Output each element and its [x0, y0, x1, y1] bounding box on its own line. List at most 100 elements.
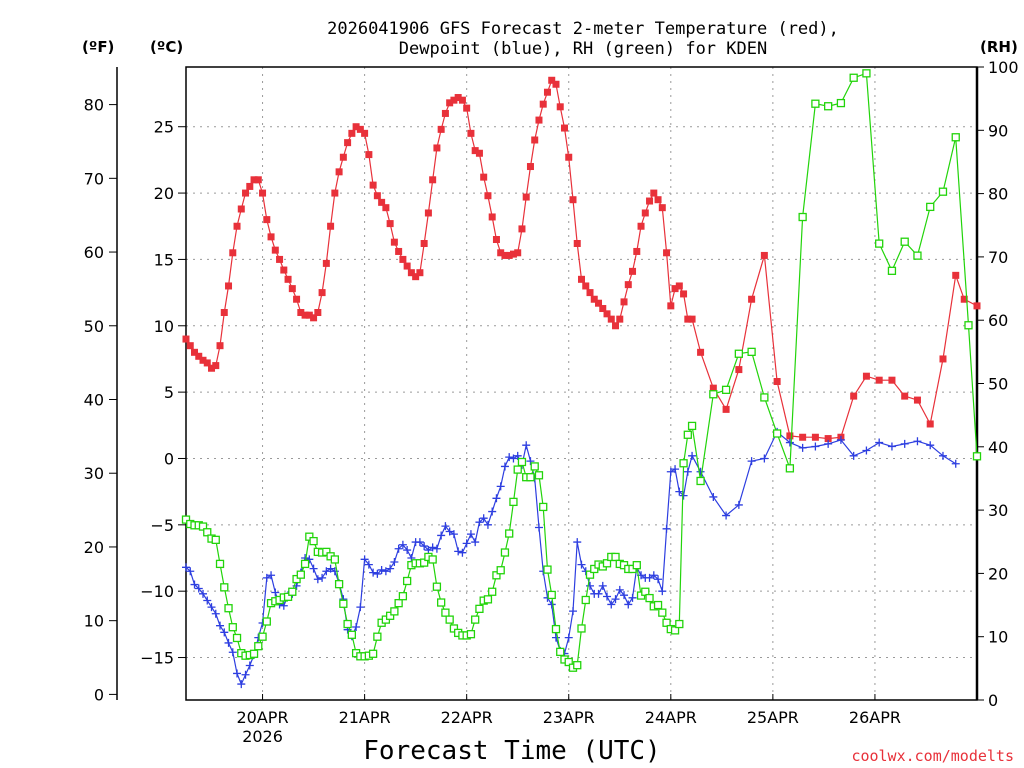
rh-point — [679, 459, 688, 468]
rh-point — [249, 649, 259, 658]
dewpoint-point — [683, 467, 692, 476]
temperature-point — [888, 376, 896, 384]
dewpoint-point — [267, 571, 276, 580]
temperature-point — [373, 192, 381, 200]
dewpoint-point — [381, 567, 390, 576]
dewpoint-point — [573, 538, 582, 547]
rh-point — [645, 593, 654, 603]
temperature-point — [578, 275, 585, 283]
dewpoint-point — [377, 565, 386, 574]
rh-point — [581, 595, 590, 605]
temperature-point — [811, 433, 819, 441]
rh-tick-label: 10 — [988, 628, 1008, 647]
fahrenheit-tick-label: 60 — [84, 243, 104, 262]
temperature-point — [612, 322, 620, 330]
rh-point — [475, 604, 484, 613]
dewpoint-point — [679, 491, 688, 500]
dewpoint-point — [645, 573, 654, 582]
temperature-point — [760, 251, 768, 259]
dewpoint-point — [279, 601, 288, 610]
plot-frame — [185, 66, 978, 701]
dewpoint-point — [607, 600, 616, 609]
celsius-tick-label: 10 — [154, 317, 174, 336]
rh-point — [811, 99, 820, 108]
temperature-point — [709, 384, 717, 392]
dewpoint-point — [271, 588, 280, 597]
temperature-point — [603, 310, 611, 318]
dewpoint-point — [887, 442, 896, 451]
temperature-point — [407, 269, 415, 277]
dewpoint-point — [615, 585, 624, 594]
rh-point — [181, 515, 191, 524]
dewpoint-point — [611, 595, 620, 604]
temperature-point — [318, 289, 326, 297]
temperature-point — [475, 149, 483, 157]
temperature-point — [505, 251, 513, 259]
dewpoint-point — [369, 568, 378, 577]
dewpoint-point — [415, 538, 424, 547]
dewpoint-point — [862, 446, 871, 455]
temperature-point — [471, 147, 479, 155]
dewpoint-point — [488, 507, 497, 516]
rh-point — [951, 133, 960, 142]
temperature-point — [526, 163, 534, 171]
dewpoint-point — [322, 567, 331, 576]
temperature-point — [208, 364, 216, 372]
dewpoint-point — [675, 487, 684, 496]
temperature-point — [463, 104, 471, 112]
temperature-point — [310, 314, 318, 322]
rh-point — [198, 522, 208, 531]
temperature-point — [186, 342, 194, 350]
dewpoint-point — [926, 441, 935, 450]
dewpoint-point — [551, 633, 560, 642]
dewpoint-point — [432, 544, 441, 553]
rh-point — [254, 642, 263, 651]
temperature-point — [356, 125, 364, 133]
temperature-point — [624, 281, 632, 289]
rh-point — [760, 393, 769, 402]
rh-tick-label: 0 — [988, 691, 998, 710]
x-tick-label: 22APR — [441, 708, 493, 727]
dewpoint-point — [373, 569, 382, 578]
temperature-point — [680, 290, 688, 298]
fahrenheit-tick-label: 80 — [84, 96, 104, 115]
dewpoint-point — [505, 453, 514, 462]
dewpoint-point — [449, 530, 458, 539]
fahrenheit-tick-label: 70 — [84, 169, 104, 188]
rh-point — [488, 587, 497, 596]
dewpoint-point — [492, 494, 501, 503]
temperature-point — [667, 302, 675, 310]
rh-point — [824, 102, 833, 111]
rh-point — [887, 266, 897, 275]
temperature-point — [641, 209, 649, 217]
temperature-point — [637, 222, 645, 230]
rh-point — [296, 570, 305, 579]
rh-point — [785, 464, 795, 473]
rh-tick-label: 50 — [988, 375, 1008, 394]
dewpoint-point — [785, 438, 794, 447]
temperature-point — [233, 222, 241, 230]
dewpoint-point — [568, 607, 577, 616]
temperature-point — [522, 193, 530, 201]
rh-point — [288, 587, 297, 596]
rh-point — [611, 552, 620, 562]
rh-point — [228, 623, 237, 632]
rh-point — [437, 598, 446, 607]
dewpoint-point — [671, 465, 680, 474]
temperature-point — [369, 181, 377, 189]
temperature-point — [399, 255, 407, 263]
rh-point — [343, 619, 352, 629]
fahrenheit-tick-label: 20 — [84, 538, 104, 557]
temperature-point — [509, 250, 517, 258]
dewpoint-point — [182, 563, 190, 572]
temperature-point — [484, 192, 492, 200]
dewpoint-point — [734, 500, 743, 509]
rh-point — [428, 555, 437, 564]
rh-tick-label: 100 — [988, 58, 1019, 77]
temperature-point — [220, 309, 228, 317]
rh-point — [747, 347, 756, 357]
rh-point — [483, 595, 493, 604]
dewpoint-point — [824, 439, 833, 448]
dewpoint-point — [577, 560, 586, 569]
dewpoint-point — [526, 457, 535, 466]
